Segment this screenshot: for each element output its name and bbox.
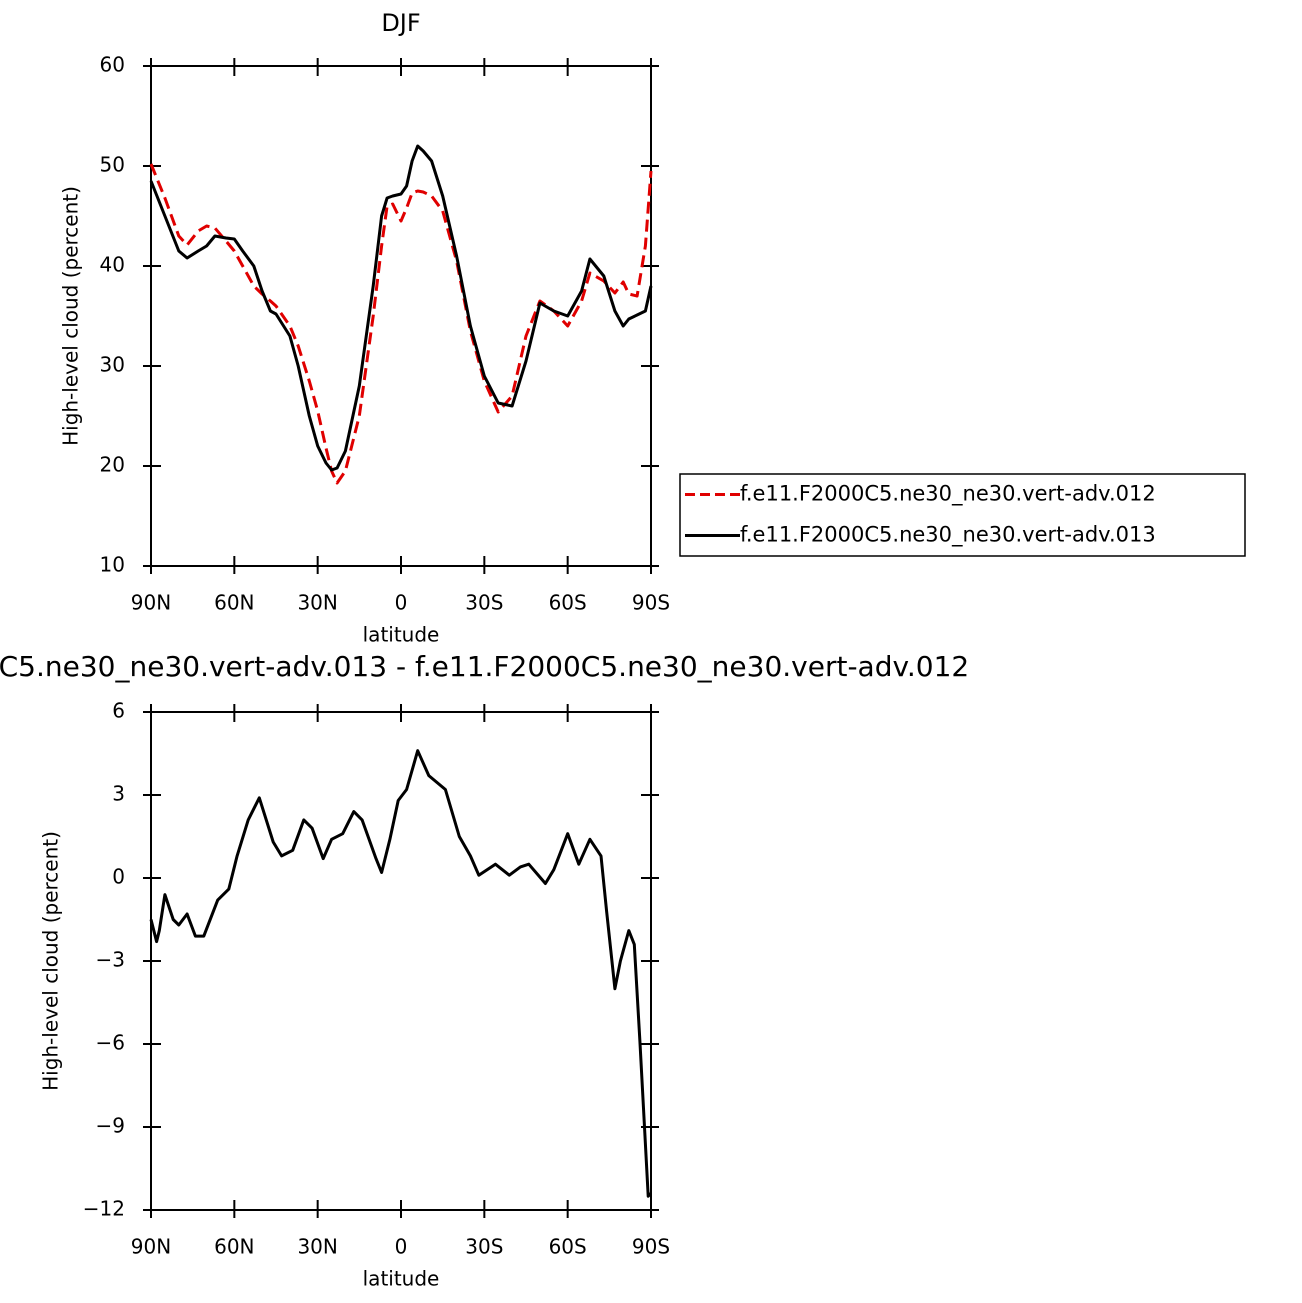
x-tick-label: 90S — [632, 591, 670, 615]
x-tick-label: 0 — [395, 1235, 408, 1259]
x-tick-label: 30S — [465, 1235, 503, 1259]
data-line — [149, 749, 653, 1198]
x-tick-label: 30S — [465, 591, 503, 615]
x-axis-label: latitude — [363, 623, 440, 647]
y-axis-label: High-level cloud (percent) — [59, 186, 83, 446]
plot-frame — [150, 711, 652, 1211]
legend-label: f.e11.F2000C5.ne30_ne30.vert-adv.012 — [740, 482, 1156, 507]
x-axis-label: latitude — [363, 1267, 440, 1291]
legend-box — [679, 473, 1246, 557]
chart-title: f.e11.F2000C5.ne30_ne30.vert-adv.013 - f… — [0, 650, 969, 683]
y-tick-label: 0 — [112, 865, 125, 889]
legend-label: f.e11.F2000C5.ne30_ne30.vert-adv.013 — [740, 523, 1156, 548]
y-tick-label: 3 — [112, 782, 125, 806]
data-line — [149, 163, 653, 485]
y-tick-label: 10 — [100, 553, 125, 577]
y-tick-label: 20 — [100, 453, 125, 477]
y-tick-label: −9 — [96, 1114, 125, 1138]
y-axis-label: High-level cloud (percent) — [39, 831, 63, 1091]
y-tick-label: 60 — [100, 53, 125, 77]
plot-frame — [150, 65, 652, 567]
x-tick-label: 30N — [297, 1235, 337, 1259]
x-tick-label: 0 — [395, 591, 408, 615]
x-tick-label: 30N — [297, 591, 337, 615]
chart-title: DJF — [381, 9, 420, 37]
y-tick-label: −3 — [96, 948, 125, 972]
y-tick-label: 50 — [100, 153, 125, 177]
y-tick-label: −12 — [83, 1197, 125, 1221]
x-tick-label: 90N — [131, 1235, 171, 1259]
y-tick-label: 40 — [100, 253, 125, 277]
y-tick-label: −6 — [96, 1031, 125, 1055]
x-tick-label: 60S — [549, 591, 587, 615]
data-line — [149, 144, 653, 472]
x-tick-label: 60S — [549, 1235, 587, 1259]
x-tick-label: 60N — [214, 591, 254, 615]
x-tick-label: 60N — [214, 1235, 254, 1259]
x-tick-label: 90N — [131, 591, 171, 615]
x-tick-label: 90S — [632, 1235, 670, 1259]
y-tick-label: 30 — [100, 353, 125, 377]
y-tick-label: 6 — [112, 699, 125, 723]
